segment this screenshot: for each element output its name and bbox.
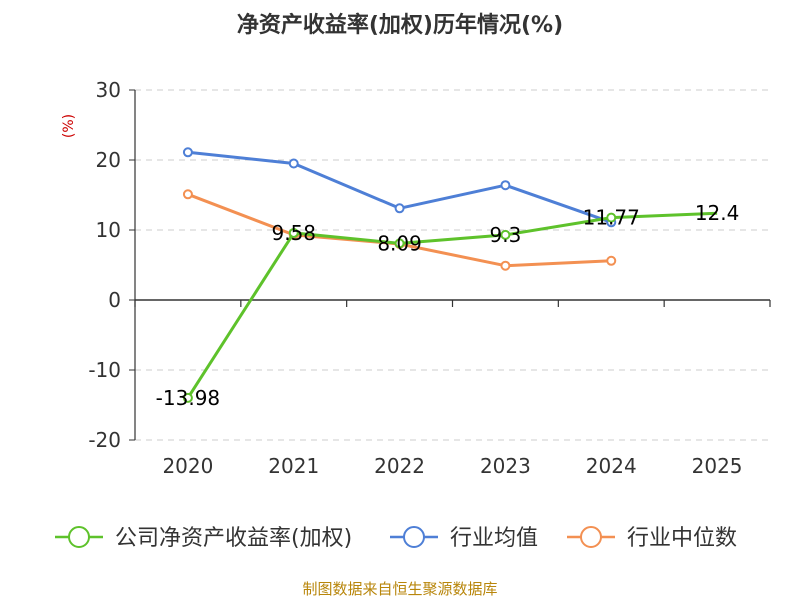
data-labels: -13.98 9.58 8.09 9.3 11.77 12.4 bbox=[156, 201, 740, 410]
data-point bbox=[182, 392, 193, 403]
series-line-0 bbox=[186, 211, 718, 399]
legend-label: 行业均值 bbox=[450, 526, 538, 551]
x-tick-label: 2024 bbox=[586, 454, 637, 478]
axes: 30 20 10 0 -10 -20 2020 2021 2022 2023 2024 2025 bbox=[88, 78, 771, 478]
data-label: 8.09 bbox=[377, 231, 422, 255]
grid-lines bbox=[135, 89, 770, 441]
data-point bbox=[500, 180, 511, 191]
chart-title: 净资产收益率(加权)历年情况(%) bbox=[237, 12, 563, 38]
data-label: 9.3 bbox=[490, 223, 522, 247]
legend-swatch-marker bbox=[580, 526, 602, 548]
data-label: 11.77 bbox=[583, 206, 640, 230]
y-tick-label: 30 bbox=[96, 78, 121, 102]
data-label: -13.98 bbox=[156, 386, 220, 410]
data-point bbox=[606, 255, 617, 266]
data-label: 9.58 bbox=[271, 221, 316, 245]
data-point bbox=[500, 229, 511, 240]
y-tick-label: 0 bbox=[108, 288, 121, 312]
x-tick-label: 2022 bbox=[374, 454, 425, 478]
data-point bbox=[606, 212, 617, 223]
y-axis-unit: (%) bbox=[61, 114, 77, 138]
legend-label: 行业中位数 bbox=[627, 526, 737, 551]
legend: 公司净资产收益率(加权) 行业均值 行业中位数 bbox=[55, 526, 737, 551]
y-tick-label: -20 bbox=[88, 428, 121, 452]
legend-item-1: 行业均值 bbox=[390, 526, 538, 551]
legend-swatch-marker bbox=[403, 526, 425, 548]
series-0 bbox=[182, 211, 718, 403]
legend-label: 公司净资产收益率(加权) bbox=[115, 526, 352, 551]
x-tick-label: 2020 bbox=[162, 454, 213, 478]
x-tick-label: 2025 bbox=[692, 454, 743, 478]
x-tick-label: 2021 bbox=[268, 454, 319, 478]
data-point bbox=[182, 189, 193, 200]
data-point bbox=[394, 203, 405, 214]
source-note: 制图数据来自恒生聚源数据库 bbox=[302, 580, 497, 598]
data-point bbox=[394, 238, 405, 249]
data-point bbox=[288, 227, 299, 238]
data-point bbox=[288, 158, 299, 169]
data-point bbox=[182, 147, 193, 158]
data-label: 12.4 bbox=[695, 201, 740, 225]
y-tick-label: 20 bbox=[96, 148, 121, 172]
legend-swatch-marker bbox=[68, 526, 90, 548]
x-tick-label: 2023 bbox=[480, 454, 531, 478]
series-layer bbox=[182, 147, 718, 403]
legend-item-2: 行业中位数 bbox=[567, 526, 737, 551]
y-tick-label: 10 bbox=[96, 218, 121, 242]
legend-item-0: 公司净资产收益率(加权) bbox=[55, 526, 352, 551]
y-tick-label: -10 bbox=[88, 358, 121, 382]
data-point bbox=[500, 260, 511, 271]
